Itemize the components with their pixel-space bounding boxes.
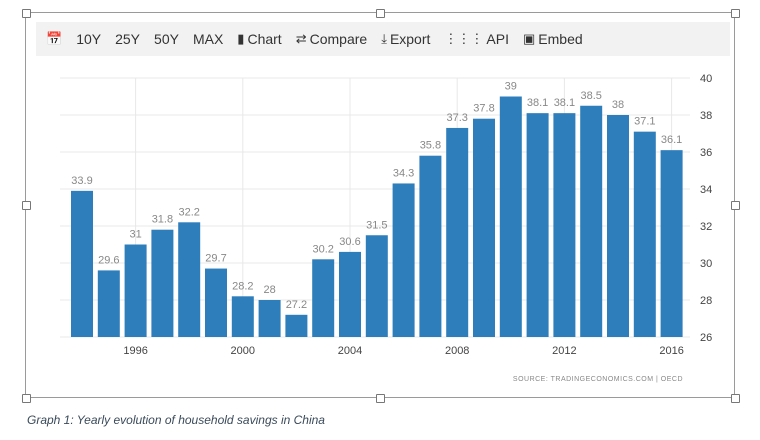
- bar-1994: [71, 190, 93, 337]
- resize-handle[interactable]: [376, 9, 385, 18]
- bar-1996: [124, 244, 147, 337]
- x-tick-label: 1996: [123, 345, 147, 357]
- bar-2003: [312, 259, 335, 337]
- bar-2012: [553, 113, 576, 338]
- data-label: 29.7: [205, 253, 226, 265]
- resize-handle[interactable]: [22, 394, 31, 403]
- resize-handle[interactable]: [22, 9, 31, 18]
- bar-2014: [607, 115, 629, 337]
- data-label: 38.1: [554, 97, 575, 109]
- data-label: 38.1: [527, 97, 548, 109]
- api-button[interactable]: ⋮⋮⋮ API: [444, 31, 509, 47]
- bar-2015: [633, 131, 656, 337]
- bar-2000: [231, 296, 254, 337]
- embed-button[interactable]: ▣ Embed: [523, 31, 583, 47]
- compare-label: Compare: [309, 31, 368, 47]
- x-tick-label: 2004: [338, 345, 362, 357]
- data-label: 38: [612, 99, 624, 111]
- download-icon: ⤓: [381, 31, 387, 46]
- data-label: 30.2: [312, 243, 333, 255]
- bar-2004: [339, 251, 361, 337]
- chart-toolbar: 📅 10Y 25Y 50Y MAX ▮ Chart ⇄ Compare ⤓ Expor…: [36, 22, 730, 56]
- range-max-button[interactable]: MAX: [192, 31, 224, 47]
- grid-icon: ⋮⋮⋮: [444, 31, 484, 46]
- image-icon: ▣: [522, 31, 536, 46]
- chart-button[interactable]: ▮ Chart: [237, 31, 281, 47]
- bar-1998: [178, 222, 201, 337]
- export-button[interactable]: ⤓ Export: [381, 31, 430, 47]
- data-label: 37.8: [473, 103, 494, 115]
- x-tick-label: 2000: [231, 345, 255, 357]
- data-label: 27.2: [286, 299, 307, 311]
- bar-2007: [419, 155, 442, 337]
- resize-handle[interactable]: [731, 9, 740, 18]
- data-label: 38.5: [580, 90, 601, 102]
- bar-1995: [97, 270, 120, 337]
- calendar-button[interactable]: 📅: [46, 31, 62, 47]
- bar-1997: [151, 229, 174, 337]
- range-10y-button[interactable]: 10Y: [76, 31, 102, 47]
- data-label: 33.9: [71, 175, 92, 187]
- data-label: 32.2: [178, 206, 199, 218]
- bar-2002: [285, 314, 308, 337]
- range-25y-button[interactable]: 25Y: [115, 31, 141, 47]
- calendar-icon: 📅: [46, 31, 63, 46]
- bar-2008: [446, 127, 469, 337]
- compare-button[interactable]: ⇄ Compare: [296, 31, 368, 47]
- bar-2013: [580, 105, 603, 337]
- range-50y-button[interactable]: 50Y: [154, 31, 179, 47]
- chart-label: Chart: [247, 31, 282, 47]
- y-tick-label: 36: [700, 147, 712, 159]
- resize-handle[interactable]: [731, 394, 740, 403]
- api-label: API: [486, 31, 509, 47]
- shuffle-icon: ⇄: [295, 31, 307, 46]
- export-label: Export: [389, 31, 431, 47]
- data-label: 35.8: [420, 140, 441, 152]
- y-tick-label: 38: [700, 110, 712, 122]
- y-tick-label: 26: [700, 332, 712, 344]
- y-tick-label: 40: [700, 73, 712, 85]
- bar-2009: [473, 118, 495, 337]
- data-label: 31: [129, 229, 141, 241]
- figure-caption: Graph 1: Yearly evolution of household s…: [27, 413, 325, 427]
- resize-handle[interactable]: [731, 201, 740, 210]
- data-label: 31.8: [152, 214, 173, 226]
- resize-handle[interactable]: [376, 394, 385, 403]
- bar-chart-icon: ▮: [237, 31, 245, 46]
- y-tick-label: 34: [700, 184, 712, 196]
- data-label: 34.3: [393, 167, 414, 179]
- source-note: SOURCE: TRADINGECONOMICS.COM | OECD: [513, 376, 683, 383]
- embed-label: Embed: [538, 31, 583, 47]
- data-label: 37.3: [446, 112, 467, 124]
- data-label: 39: [505, 81, 517, 93]
- y-tick-label: 32: [700, 221, 712, 233]
- bar-2010: [499, 96, 522, 337]
- bar-2011: [526, 113, 549, 338]
- bar-1999: [205, 268, 227, 337]
- x-tick-label: 2016: [659, 345, 683, 357]
- bar-2006: [392, 183, 415, 337]
- y-tick-label: 28: [700, 295, 712, 307]
- data-label: 28.2: [232, 280, 253, 292]
- data-label: 36.1: [661, 134, 682, 146]
- resize-handle[interactable]: [22, 201, 31, 210]
- data-label: 28: [263, 284, 275, 296]
- x-tick-label: 2008: [445, 345, 469, 357]
- data-label: 37.1: [634, 116, 655, 128]
- y-tick-label: 30: [700, 258, 712, 270]
- bar-2005: [365, 235, 388, 337]
- data-label: 31.5: [366, 219, 387, 231]
- data-label: 30.6: [339, 236, 360, 248]
- bar-2016: [660, 150, 683, 337]
- bar-2001: [258, 300, 281, 337]
- data-label: 29.6: [98, 254, 119, 266]
- x-tick-label: 2012: [552, 345, 576, 357]
